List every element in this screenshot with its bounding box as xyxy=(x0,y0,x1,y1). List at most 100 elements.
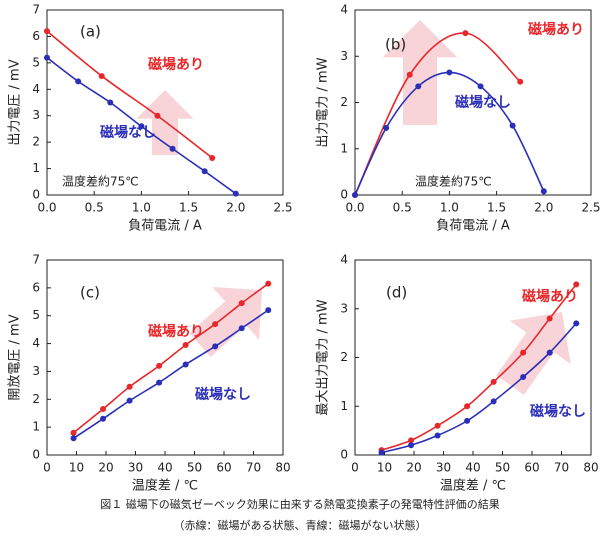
series-line xyxy=(381,283,577,451)
y-tick-label: 3 xyxy=(32,364,40,378)
data-point xyxy=(462,30,469,37)
data-point xyxy=(126,397,133,404)
data-point xyxy=(517,78,524,85)
y-tick-label: 4 xyxy=(340,253,348,267)
data-point xyxy=(265,307,272,314)
y-tick-label: 0 xyxy=(32,448,40,462)
x-tick-label: 1.0 xyxy=(132,201,151,215)
data-point xyxy=(98,73,105,80)
data-point xyxy=(201,168,208,175)
x-tick-label: 2.0 xyxy=(226,201,245,215)
data-point xyxy=(100,415,107,422)
caption-title: 図１ 磁場下の磁気ゼーベック効果に由来する熱電変換素子の発電特性評価の結果 xyxy=(100,497,500,511)
data-point xyxy=(573,281,580,288)
y-tick-label: 2 xyxy=(340,350,348,364)
x-tick-label: 0.0 xyxy=(345,201,364,215)
y-tick-label: 3 xyxy=(340,49,348,63)
x-tick-label: 70 xyxy=(554,461,569,475)
x-tick-label: 50 xyxy=(495,461,510,475)
data-point xyxy=(434,422,441,429)
data-point xyxy=(477,83,484,90)
series-label: 磁場あり xyxy=(148,323,204,340)
arrow xyxy=(496,312,571,395)
annotation: 温度差約75℃ xyxy=(415,174,492,189)
panel-label: (b) xyxy=(385,36,406,54)
x-tick-label: 1.5 xyxy=(179,201,198,215)
plot-frame xyxy=(46,9,284,196)
data-point xyxy=(490,378,497,385)
y-tick-label: 1 xyxy=(340,141,348,155)
x-tick-label: 1.5 xyxy=(487,201,506,215)
y-axis-label: 最大出力電力 / mW xyxy=(316,299,331,415)
y-tick-label: 0 xyxy=(32,188,40,202)
series-label: 磁場あり xyxy=(522,288,578,305)
x-tick-label: 80 xyxy=(275,461,290,475)
series-label: 磁場なし xyxy=(530,403,586,420)
data-point xyxy=(169,145,176,152)
data-point xyxy=(44,54,50,61)
y-tick-label: 6 xyxy=(32,280,40,294)
data-point xyxy=(406,71,413,78)
data-point xyxy=(138,123,145,130)
x-tick-label: 2.0 xyxy=(534,201,553,215)
y-tick-label: 4 xyxy=(32,336,40,350)
data-point xyxy=(100,406,107,413)
x-tick-label: 60 xyxy=(524,461,539,475)
x-tick-label: 50 xyxy=(187,461,202,475)
y-tick-label: 1 xyxy=(340,399,348,413)
x-tick-label: 80 xyxy=(583,461,598,475)
series-line xyxy=(46,30,213,159)
x-axis-label: 負荷電流 / A xyxy=(436,219,510,234)
data-point xyxy=(573,320,580,327)
x-tick-label: 0.5 xyxy=(85,201,104,215)
data-point xyxy=(265,280,272,287)
data-point xyxy=(383,124,390,131)
x-axis-label: 温度差 / ℃ xyxy=(132,478,198,494)
data-point xyxy=(415,83,422,90)
y-tick-label: 6 xyxy=(32,29,40,43)
x-tick-label: 20 xyxy=(406,461,421,475)
x-tick-label: 30 xyxy=(436,461,451,475)
caption-note: （赤線：磁場がある状態、青線：磁場がない状態） xyxy=(174,518,427,532)
data-point xyxy=(182,361,189,368)
data-point xyxy=(238,325,245,332)
data-point xyxy=(464,417,471,424)
series-label: 磁場なし xyxy=(195,386,251,403)
data-point xyxy=(154,112,161,119)
data-point xyxy=(434,432,441,439)
y-tick-label: 0 xyxy=(340,448,348,462)
y-tick-label: 2 xyxy=(32,135,40,149)
x-tick-label: 60 xyxy=(216,461,231,475)
data-point xyxy=(546,349,553,356)
y-axis-label: 開放電圧 / mV xyxy=(8,314,23,400)
data-point xyxy=(44,28,50,35)
x-tick-label: 0 xyxy=(43,461,51,475)
data-point xyxy=(378,449,385,456)
data-point xyxy=(182,341,189,348)
series-label: 磁場なし xyxy=(100,124,156,141)
data-point xyxy=(238,300,245,307)
y-tick-label: 5 xyxy=(32,308,40,322)
annotation: 温度差約75℃ xyxy=(62,174,139,189)
data-point xyxy=(352,192,358,198)
data-point xyxy=(520,374,527,380)
y-tick-label: 1 xyxy=(32,420,40,434)
x-tick-label: 2.5 xyxy=(581,201,600,215)
data-point xyxy=(446,69,453,76)
data-point xyxy=(70,429,77,436)
series-label: 磁場あり xyxy=(528,21,584,38)
data-point xyxy=(75,78,82,85)
data-point xyxy=(212,343,219,350)
data-point xyxy=(156,379,163,386)
data-point xyxy=(509,122,516,129)
y-tick-label: 1 xyxy=(32,161,40,175)
data-point xyxy=(546,315,553,322)
y-tick-label: 3 xyxy=(340,301,348,315)
data-point xyxy=(490,398,497,405)
panel-label: (a) xyxy=(80,23,101,41)
series-label: 磁場あり xyxy=(148,56,204,73)
x-tick-label: 0.0 xyxy=(37,201,56,215)
y-tick-label: 4 xyxy=(340,3,348,17)
data-point xyxy=(156,362,163,369)
x-tick-label: 40 xyxy=(465,461,480,475)
